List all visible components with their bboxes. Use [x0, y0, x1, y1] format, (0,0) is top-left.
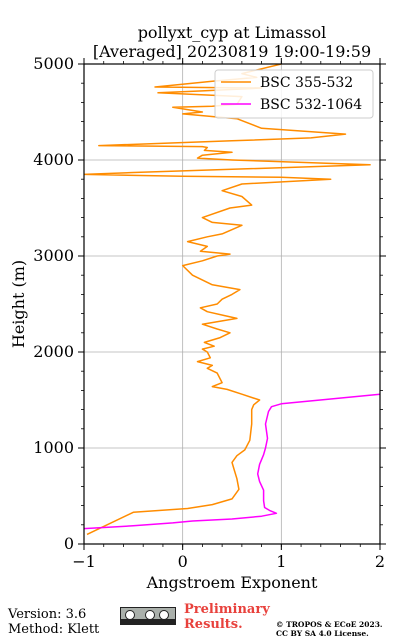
x-tick-label: 1 [276, 552, 286, 571]
series-layer [84, 64, 380, 536]
y-tick-label: 3000 [33, 246, 74, 265]
preliminary-line2: Results. [184, 617, 243, 632]
copyright-notice: © TROPOS & ECoE 2023. CC BY SA 4.0 Licen… [276, 620, 383, 638]
y-tick-label: 4000 [33, 150, 74, 169]
cc-by-sa-icon [120, 607, 176, 625]
legend-label-bsc-355-532: BSC 355-532 [260, 75, 353, 91]
chart-title-line2: [Averaged] 20230819 19:00-19:59 [93, 42, 371, 61]
version-text: Version: 3.6 [8, 607, 87, 622]
legend-box [214, 69, 374, 119]
footer-version-info: Version: 3.6 Method: Klett [8, 607, 99, 637]
method-text: Method: Klett [8, 622, 100, 637]
legend-label-bsc-532-1064: BSC 532-1064 [260, 97, 362, 113]
plot-frame [83, 63, 381, 545]
series-line-bsc-532-1064 [84, 393, 380, 530]
x-axis-label: Angstroem Exponent [146, 573, 318, 592]
badge-strip [121, 619, 175, 624]
x-tick-label: −1 [72, 552, 96, 571]
y-tick-label: 0 [64, 534, 74, 553]
y-tick-label: 2000 [33, 342, 74, 361]
preliminary-notice: Preliminary Results. [184, 602, 270, 632]
angstroem-profile-chart: pollyxt_cyp at Limassol [Averaged] 20230… [9, 23, 386, 592]
chart-title-line1: pollyxt_cyp at Limassol [138, 23, 327, 42]
series-line-bsc-355-532 [84, 64, 371, 536]
y-axis-label: Height (m) [9, 260, 28, 348]
y-tick-label: 5000 [33, 54, 74, 73]
grid [83, 63, 381, 545]
y-tick-label: 1000 [33, 438, 74, 457]
x-tick-label: 2 [375, 552, 385, 571]
copyright-line1: © TROPOS & ECoE 2023. [276, 620, 383, 629]
copyright-line2: CC BY SA 4.0 License. [276, 629, 369, 638]
legend: BSC 355-532 BSC 532-1064 [214, 69, 374, 119]
x-tick-label: 0 [178, 552, 188, 571]
preliminary-line1: Preliminary [184, 602, 270, 617]
